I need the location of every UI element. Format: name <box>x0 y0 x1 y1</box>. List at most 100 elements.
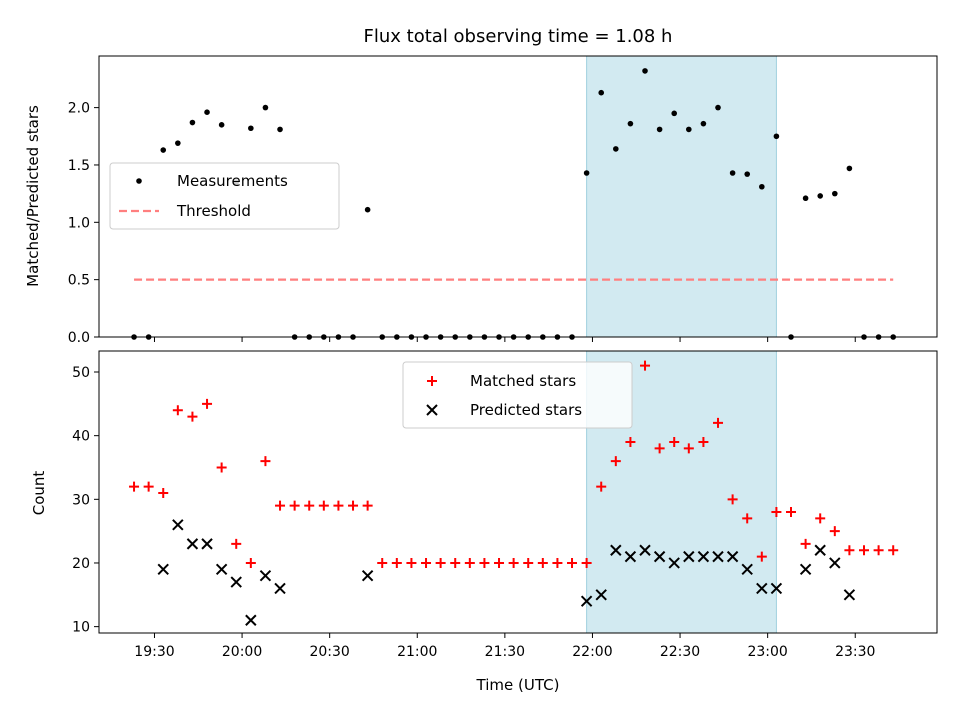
matched-stars-point <box>202 398 213 409</box>
predicted-stars-point <box>814 544 826 556</box>
predicted-stars-point <box>215 563 228 576</box>
y-tick-label: 10 <box>72 620 90 636</box>
observing-span <box>586 55 777 338</box>
matched-stars-point <box>888 545 899 556</box>
predicted-stars-point <box>697 550 710 563</box>
measurement-point <box>744 171 751 177</box>
measurement-point <box>656 126 663 133</box>
measurement-point <box>627 120 634 127</box>
predicted-stars-point <box>639 544 651 556</box>
bottom-panel: 10 20 30 40 50 19:30 20:00 20:30 21:00 21:30 22:00… <box>72 350 938 660</box>
predicted-stars-point <box>172 519 184 531</box>
measurement-point <box>773 133 780 140</box>
predicted-stars-point <box>741 563 753 576</box>
predicted-stars-point <box>770 582 783 595</box>
measurement-point <box>248 125 254 132</box>
matched-stars-point <box>318 500 329 511</box>
matched-stars-point <box>362 500 373 511</box>
top-panel: 0.0 0.5 1.0 1.5 2.0 Measurements Threshold <box>68 55 938 346</box>
matched-stars-point <box>508 557 519 568</box>
matched-stars-point <box>172 405 183 416</box>
x-tick-label: 22:30 <box>660 644 700 660</box>
matched-stars-point <box>625 437 636 448</box>
measurement-point <box>671 110 678 117</box>
legend-measurements-marker <box>136 178 142 184</box>
x-tick-label: 20:00 <box>222 644 262 660</box>
predicted-stars-point <box>683 550 695 563</box>
matched-stars-point <box>829 526 840 537</box>
measurement-point <box>613 146 619 152</box>
measurement-point <box>598 89 605 96</box>
y-tick-label: 2.0 <box>68 101 90 117</box>
predicted-stars-point <box>610 544 622 556</box>
measurement-point <box>364 206 371 213</box>
matched-stars-point <box>742 513 753 524</box>
matched-stars-point <box>245 557 256 568</box>
xlabel: Time (UTC) <box>476 676 560 694</box>
matched-stars-point <box>523 557 534 568</box>
matched-stars-point <box>377 557 388 568</box>
matched-stars-point <box>873 545 884 556</box>
y-tick-label: 50 <box>72 365 90 381</box>
measurement-point <box>817 193 824 199</box>
predicted-stars-point <box>653 550 666 563</box>
matched-stars-point <box>421 557 432 568</box>
legend-threshold-label: Threshold <box>176 202 251 220</box>
matched-stars-point <box>800 538 811 549</box>
y-tick-label: 0.0 <box>68 330 90 346</box>
matched-stars-point <box>654 443 665 454</box>
matched-stars-point <box>275 500 286 511</box>
y-tick-label: 0.5 <box>68 273 90 289</box>
matched-stars-point <box>348 500 359 511</box>
matched-stars-point <box>610 456 621 467</box>
matched-stars-point <box>640 360 651 371</box>
measurement-point <box>832 190 838 197</box>
predicted-stars-point <box>361 570 374 582</box>
matched-stars-point <box>683 443 694 454</box>
matched-stars-point <box>581 557 592 568</box>
measurement-point <box>715 104 721 111</box>
legend-predicted-label: Predicted stars <box>470 401 582 419</box>
predicted-stars-point <box>799 563 812 576</box>
legend-predicted-marker <box>426 404 438 416</box>
top-ylabel: Matched/Predicted stars <box>24 105 42 287</box>
matched-stars-point <box>537 557 548 568</box>
matched-stars-point <box>815 513 826 524</box>
measurement-point <box>583 170 590 176</box>
predicted-stars-point <box>712 550 724 563</box>
predicted-stars-point <box>274 582 286 595</box>
x-tick-label: 21:00 <box>397 644 437 660</box>
predicted-stars-point <box>756 582 768 595</box>
measurement-point <box>802 195 809 202</box>
matched-stars-point <box>435 557 446 568</box>
measurement-point <box>189 119 196 126</box>
x-tick-label: 23:30 <box>835 644 875 660</box>
predicted-stars-point <box>829 557 841 569</box>
predicted-stars-point <box>230 576 242 588</box>
matched-stars-point <box>391 557 402 568</box>
predicted-stars-point <box>259 570 272 582</box>
x-tick-label: 21:30 <box>485 644 525 660</box>
matched-stars-point <box>450 557 461 568</box>
measurement-point <box>759 183 765 190</box>
matched-stars-point <box>464 557 475 568</box>
matched-stars-point <box>844 545 855 556</box>
matched-stars-point <box>304 500 315 511</box>
matched-stars-point <box>260 456 271 467</box>
matched-stars-point <box>756 551 767 562</box>
y-tick-label: 1.5 <box>68 158 90 174</box>
matched-stars-point <box>786 507 797 518</box>
x-tick-label: 22:00 <box>572 644 612 660</box>
predicted-stars-point <box>668 557 680 569</box>
predicted-stars-point <box>843 589 856 601</box>
x-tick-label: 19:30 <box>134 644 174 660</box>
y-tick-label: 30 <box>72 492 90 508</box>
measurement-point <box>686 126 692 133</box>
matched-stars-point <box>859 545 870 556</box>
predicted-stars-point <box>186 538 199 550</box>
predicted-stars-point <box>201 538 213 550</box>
predicted-stars-point <box>595 589 607 601</box>
matched-stars-point <box>289 500 300 511</box>
matched-stars-point <box>727 494 738 505</box>
matched-stars-point <box>567 557 578 568</box>
